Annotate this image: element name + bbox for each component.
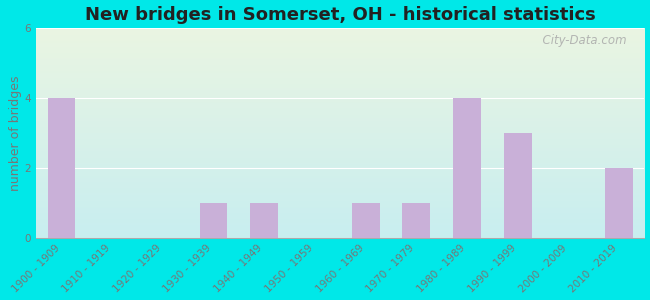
Bar — [200, 203, 227, 238]
Bar — [504, 133, 532, 238]
Bar — [605, 168, 633, 238]
Bar — [250, 203, 278, 238]
Bar — [402, 203, 430, 238]
Y-axis label: number of bridges: number of bridges — [9, 75, 22, 190]
Bar — [352, 203, 380, 238]
Title: New bridges in Somerset, OH - historical statistics: New bridges in Somerset, OH - historical… — [85, 6, 595, 24]
Bar — [47, 98, 75, 238]
Bar — [453, 98, 481, 238]
Text: City-Data.com: City-Data.com — [534, 34, 626, 47]
